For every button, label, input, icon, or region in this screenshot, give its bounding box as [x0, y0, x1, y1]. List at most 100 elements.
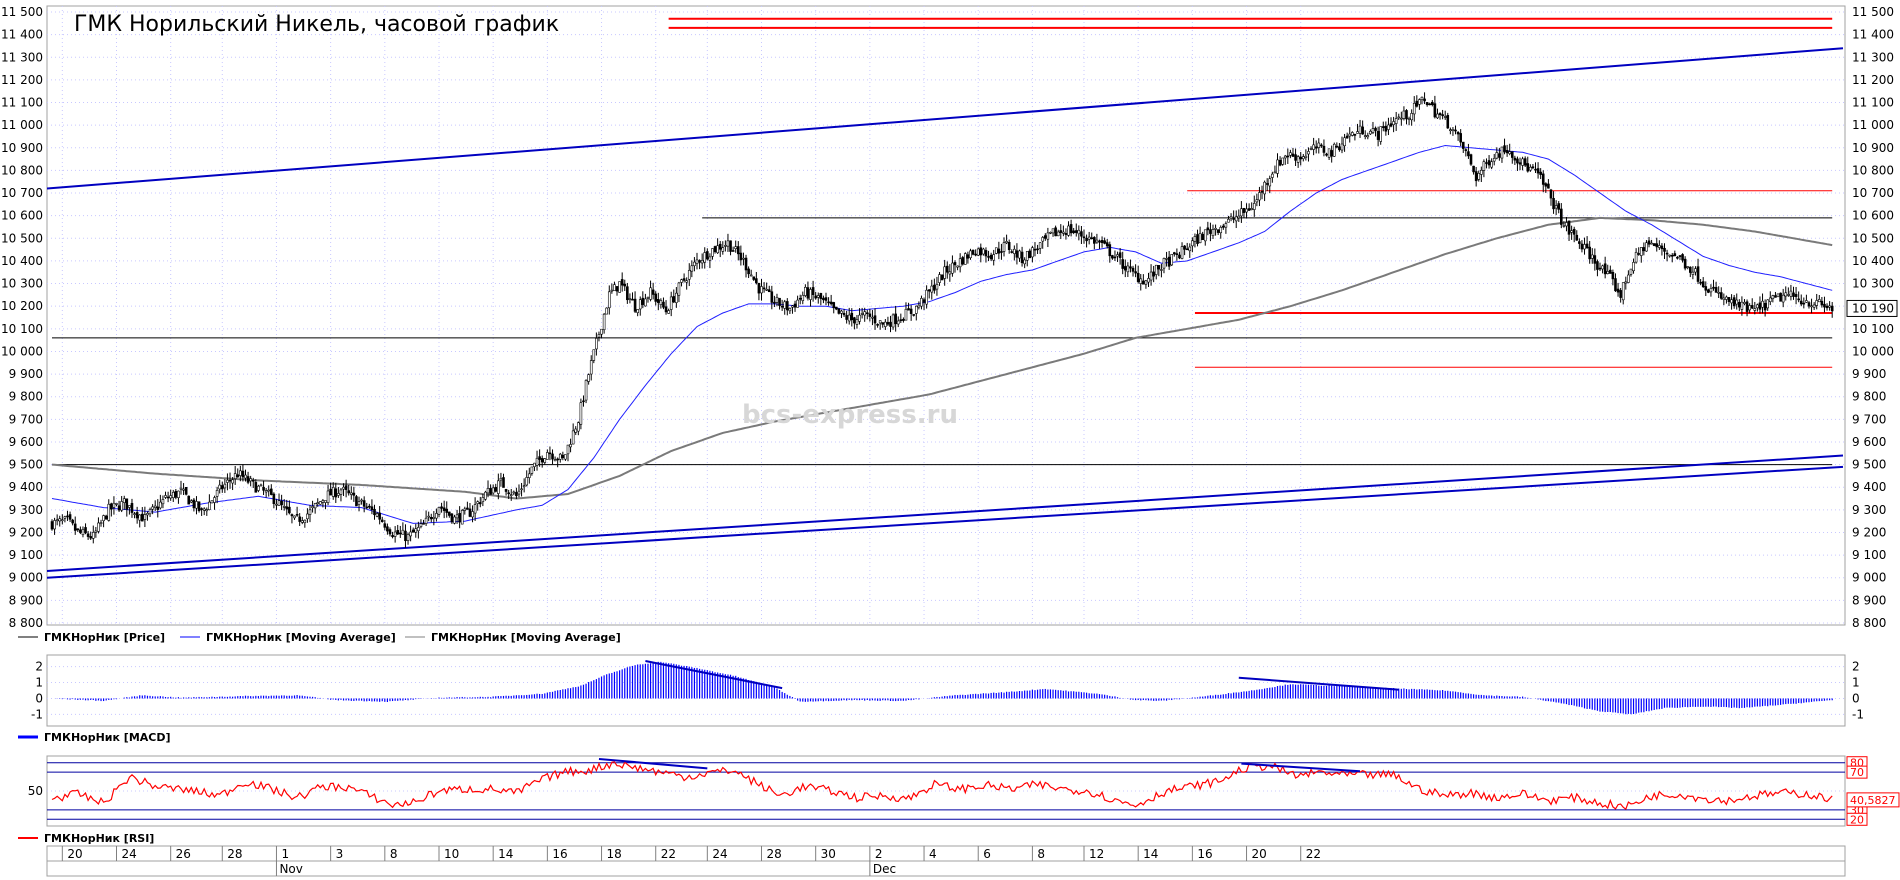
- candle-body: [1010, 251, 1014, 253]
- candle-body: [1123, 266, 1127, 271]
- candle-body: [1732, 297, 1736, 307]
- macd-tick-label-right: 2: [1852, 660, 1860, 674]
- candle-body: [329, 488, 332, 496]
- price-tick-label-left: 9 600: [9, 435, 43, 449]
- candle-body: [982, 248, 985, 255]
- candle-body: [1774, 295, 1777, 298]
- candle-body: [1209, 229, 1212, 234]
- candle-body: [1180, 246, 1184, 259]
- candle-body: [1689, 266, 1692, 273]
- candle-body: [1343, 137, 1346, 147]
- candle-body: [1317, 142, 1321, 148]
- candle-body: [450, 513, 454, 523]
- candle-body: [223, 483, 227, 489]
- candle-body: [213, 497, 216, 503]
- month-tick-label: Nov: [279, 862, 302, 876]
- candle-body: [197, 501, 201, 512]
- candle-body: [997, 248, 1001, 254]
- price-tick-label-right: 10 500: [1852, 231, 1894, 245]
- price-tick-label-right: 9 200: [1852, 525, 1886, 539]
- candle-body: [1668, 254, 1671, 257]
- candle-body: [1157, 265, 1161, 270]
- macd-panel: 210-1 210-1: [31, 654, 1864, 727]
- candle-body: [1425, 102, 1429, 106]
- candle-body: [1273, 171, 1277, 174]
- candle-body: [254, 482, 258, 493]
- candle-body: [1459, 133, 1462, 143]
- candle-body: [744, 257, 748, 271]
- price-tick-label-right: 9 000: [1852, 571, 1886, 585]
- candle-body: [1603, 263, 1607, 275]
- candle-body: [1335, 145, 1339, 148]
- candle-body: [208, 501, 211, 511]
- day-tick-label: 16: [1197, 847, 1212, 861]
- candle-body: [264, 490, 268, 493]
- candle-body: [1516, 158, 1519, 164]
- candle-body: [272, 493, 276, 504]
- candle-body: [91, 532, 95, 539]
- candle-body: [1575, 234, 1579, 241]
- candle-body: [244, 474, 247, 479]
- candle-body: [1557, 203, 1561, 210]
- candle-body: [976, 248, 980, 256]
- candle-body: [757, 282, 761, 294]
- price-tick-label-right: 9 900: [1852, 367, 1886, 381]
- candle-body: [1526, 163, 1530, 172]
- candle-body: [574, 428, 578, 433]
- candle-body: [971, 249, 975, 255]
- candle-body: [1276, 159, 1279, 174]
- candle-body: [1188, 246, 1192, 252]
- month-tick-label: Dec: [873, 862, 896, 876]
- trend-channel-line: [47, 454, 1844, 572]
- day-tick-label: 8: [1037, 847, 1045, 861]
- day-tick-label: 20: [1252, 847, 1267, 861]
- candle-body: [974, 253, 977, 256]
- candle-body: [1332, 143, 1336, 157]
- candle-body: [448, 511, 451, 516]
- candle-body: [236, 474, 240, 478]
- rsi-level-label: 70: [1850, 766, 1864, 779]
- price-tick-label-right: 11 100: [1852, 96, 1894, 110]
- candle-body: [695, 259, 699, 264]
- candle-body: [1663, 247, 1666, 252]
- candle-body: [953, 262, 957, 266]
- candle-body: [419, 523, 423, 527]
- candle-body: [319, 501, 322, 505]
- candle-body: [1268, 178, 1272, 187]
- candle-body: [1046, 232, 1050, 240]
- candle-body: [842, 312, 846, 316]
- last-price-box: [1846, 299, 1898, 317]
- candle-body: [298, 516, 301, 522]
- candle-body: [1461, 141, 1465, 149]
- candle-body: [1531, 166, 1535, 169]
- candle-body: [1144, 280, 1148, 285]
- candle-body: [306, 513, 309, 520]
- candle-body: [1361, 126, 1364, 135]
- candle-body: [1033, 248, 1037, 251]
- candle-body: [316, 502, 320, 505]
- candle-body: [654, 293, 658, 302]
- candle-body: [55, 519, 59, 522]
- candle-body: [1353, 134, 1357, 136]
- candle-body: [992, 254, 996, 261]
- candle-body: [1701, 281, 1705, 288]
- candle-body: [1673, 253, 1677, 257]
- candle-body: [1423, 98, 1426, 102]
- candle-body: [1242, 207, 1246, 213]
- candle-body: [1394, 118, 1398, 124]
- candle-body: [721, 247, 725, 252]
- candle-body: [1503, 145, 1506, 153]
- date-ticks: 20 24 26 28 1 3 8 10 14 16 18 22 24 28 30 2 4 6 8 12 14 16 20 2…: [61, 846, 1321, 876]
- candle-body: [1397, 116, 1401, 119]
- candle-body: [386, 526, 389, 532]
- candle-body: [571, 430, 575, 445]
- price-tick-label-left: 9 500: [9, 458, 43, 472]
- candle-body: [484, 491, 487, 500]
- candle-body: [437, 507, 441, 515]
- candle-body: [1567, 220, 1571, 235]
- candle-body: [406, 534, 410, 541]
- candle-body: [742, 257, 745, 260]
- candle-body: [835, 306, 838, 310]
- candle-body: [804, 286, 807, 296]
